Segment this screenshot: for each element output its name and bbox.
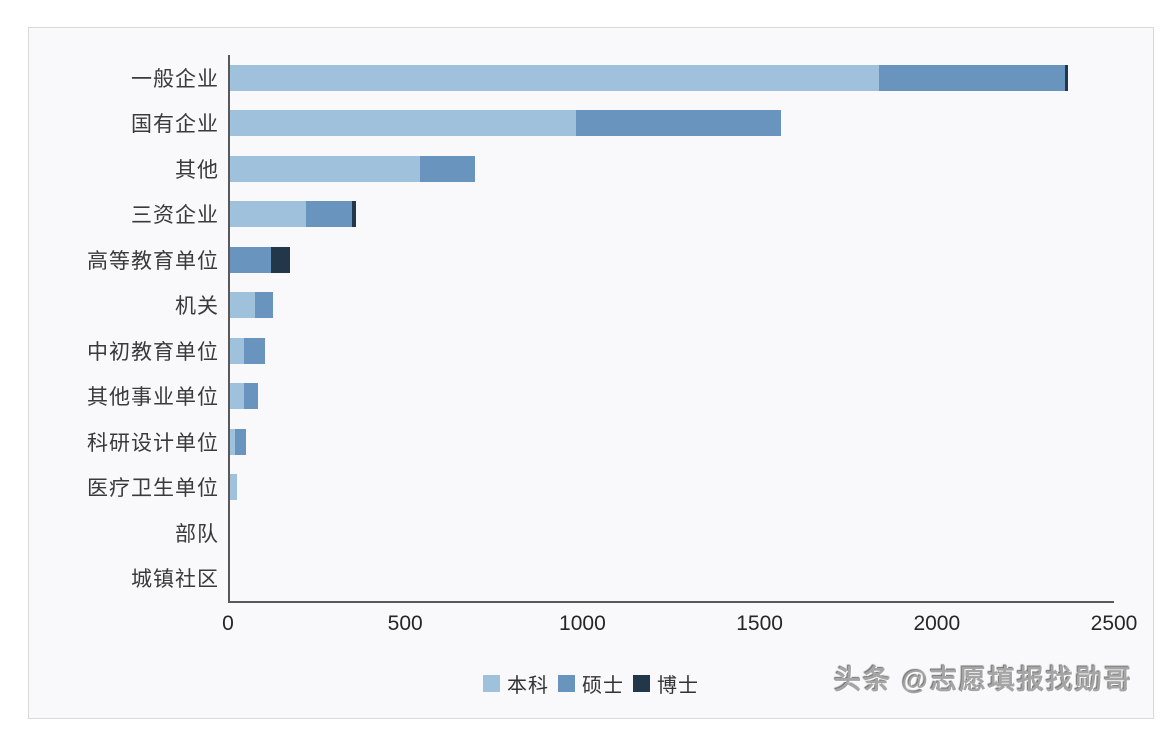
bar-row: 科研设计单位 bbox=[29, 419, 1153, 465]
bar-row: 其他 bbox=[29, 146, 1153, 192]
legend-label-master: 硕士 bbox=[582, 675, 624, 697]
category-label: 机关 bbox=[175, 295, 219, 319]
legend-swatch-doctor bbox=[633, 675, 650, 692]
category-label: 科研设计单位 bbox=[87, 431, 219, 455]
y-axis-line bbox=[228, 55, 230, 602]
x-axis-line bbox=[228, 601, 1114, 603]
bar-rows: 一般企业国有企业其他三资企业高等教育单位机关中初教育单位 其他事业单位 科研设计单位… bbox=[29, 55, 1153, 601]
bar-row: 其他事业单位 bbox=[29, 374, 1153, 420]
legend-item-master: 硕士 bbox=[558, 669, 624, 698]
category-label: 三资企业 bbox=[131, 204, 219, 228]
x-axis-ticks: 0 500 1000 1500 2000 2500 bbox=[29, 612, 1153, 642]
bar-segment-master bbox=[254, 292, 273, 319]
stacked-bar bbox=[230, 110, 782, 137]
plot-area: 一般企业国有企业其他三资企业高等教育单位机关中初教育单位 其他事业单位 科研设计单位… bbox=[29, 28, 1153, 718]
x-tick-label: 500 bbox=[387, 612, 423, 635]
legend-label-doctor: 博士 bbox=[657, 675, 699, 697]
watermark: 头条 @志愿填报找勋哥 bbox=[834, 665, 1133, 695]
bar-segment-master bbox=[878, 64, 1065, 91]
bar-row: 一般企业 bbox=[29, 55, 1153, 101]
bar-row: 三资企业 bbox=[29, 192, 1153, 238]
bar-segment-master bbox=[419, 155, 475, 182]
category-label: 部队 bbox=[175, 522, 219, 546]
x-tick-label: 2500 bbox=[1090, 612, 1138, 635]
legend-swatch-master bbox=[558, 675, 575, 692]
bar-segment-doctor bbox=[270, 246, 291, 273]
bar-row: 部队 bbox=[29, 510, 1153, 556]
chart-panel: 一般企业国有企业其他三资企业高等教育单位机关中初教育单位 其他事业单位 科研设计单位… bbox=[28, 27, 1154, 719]
bar-segment-bachelor bbox=[230, 64, 879, 91]
bar-segment-master bbox=[235, 428, 246, 455]
bar-segment-master bbox=[230, 246, 271, 273]
legend: 本科 硕士 博士 bbox=[29, 669, 1153, 698]
bar-segment-bachelor bbox=[230, 428, 236, 455]
legend-swatch-bachelor bbox=[483, 675, 500, 692]
bar-row: 城镇社区 bbox=[29, 556, 1153, 602]
category-label: 其他 bbox=[175, 158, 219, 182]
bar-row: 机关 bbox=[29, 283, 1153, 329]
bar-row: 国有企业 bbox=[29, 101, 1153, 147]
bar-segment-master bbox=[244, 337, 266, 364]
stacked-bar bbox=[230, 337, 266, 364]
bar-segment-bachelor bbox=[230, 292, 255, 319]
stacked-bar bbox=[230, 428, 246, 455]
bar-segment-doctor bbox=[352, 201, 356, 228]
bar-segment-master bbox=[575, 110, 782, 137]
stacked-bar bbox=[230, 246, 291, 273]
stacked-bar bbox=[230, 383, 259, 410]
legend-item-bachelor: 本科 bbox=[483, 669, 549, 698]
x-tick-label: 0 bbox=[222, 612, 234, 635]
category-label: 中初教育单位 bbox=[87, 340, 219, 364]
x-tick-label: 1000 bbox=[559, 612, 606, 635]
bar-segment-bachelor bbox=[230, 155, 420, 182]
bar-segment-doctor bbox=[1064, 64, 1069, 91]
category-label: 城镇社区 bbox=[131, 568, 219, 592]
category-label: 高等教育单位 bbox=[87, 249, 219, 273]
bar-segment-master bbox=[244, 383, 259, 410]
bar-row: 高等教育单位 bbox=[29, 237, 1153, 283]
bar-segment-bachelor bbox=[230, 201, 307, 228]
category-label: 国有企业 bbox=[131, 113, 219, 137]
legend-item-doctor: 博士 bbox=[633, 669, 699, 698]
bar-segment-master bbox=[306, 201, 353, 228]
legend-label-bachelor: 本科 bbox=[507, 675, 549, 697]
bar-row: 医疗卫生单位 bbox=[29, 465, 1153, 511]
bar-segment-bachelor bbox=[230, 474, 238, 501]
bar-segment-bachelor bbox=[230, 383, 245, 410]
stacked-bar bbox=[230, 155, 475, 182]
bar-segment-bachelor bbox=[230, 110, 576, 137]
x-tick-label: 1500 bbox=[736, 612, 783, 635]
bar-segment-bachelor bbox=[230, 337, 245, 364]
stacked-bar bbox=[230, 474, 238, 501]
bar-row: 中初教育单位 bbox=[29, 328, 1153, 374]
stacked-bar bbox=[230, 201, 356, 228]
category-label: 医疗卫生单位 bbox=[87, 477, 219, 501]
stacked-bar bbox=[230, 292, 273, 319]
x-tick-label: 2000 bbox=[913, 612, 961, 635]
category-label: 一般企业 bbox=[131, 67, 219, 91]
stacked-bar bbox=[230, 64, 1069, 91]
category-label: 其他事业单位 bbox=[87, 386, 219, 410]
